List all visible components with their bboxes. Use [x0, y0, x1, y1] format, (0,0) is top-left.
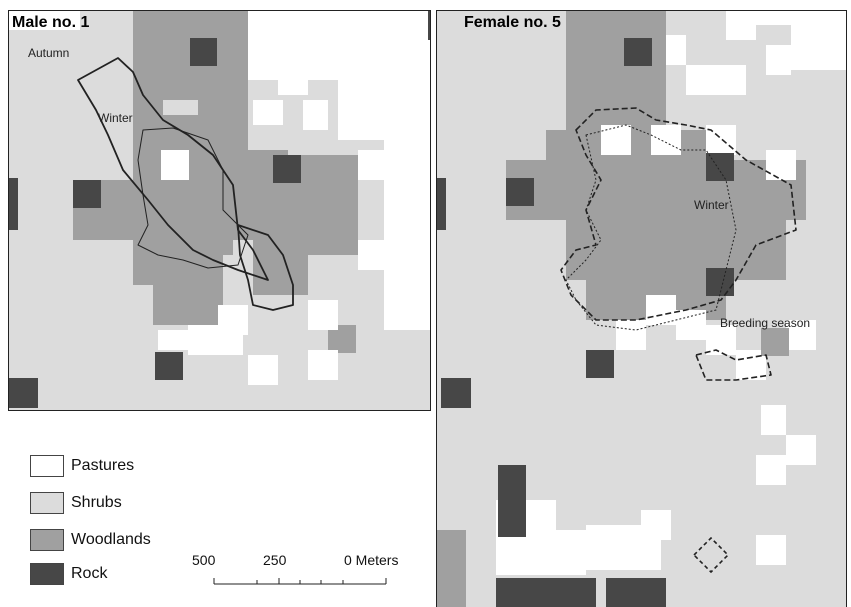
rock-cell: [273, 155, 301, 183]
pastures-cell: [218, 305, 248, 335]
label-breeding-season: Breeding season: [720, 316, 811, 330]
legend-label: Woodlands: [71, 531, 151, 548]
pastures-cell: [158, 330, 188, 350]
pastures-cell: [384, 180, 431, 330]
scale-tick-label: 0 Meters: [344, 552, 399, 568]
woodlands-cell: [308, 240, 358, 255]
woodlands-cell: [198, 70, 248, 100]
woodlands-cell: [133, 255, 223, 285]
legend-swatch-woodlands: [30, 529, 64, 551]
home-range-secondary: [237, 224, 294, 311]
pastures-cell: [756, 535, 786, 565]
scale-tick-label: 250: [263, 552, 287, 568]
map-canvas-male-1: [8, 10, 431, 408]
pastures-cell: [303, 100, 328, 130]
woodlands-cell: [436, 530, 466, 607]
pastures-cell: [253, 100, 283, 125]
pastures-cell: [248, 45, 278, 70]
pastures-cell: [358, 240, 388, 270]
rock-cell: [428, 10, 431, 40]
legend-swatch-shrubs: [30, 492, 64, 514]
map-panel-male-1: Male no. 1 Autumn Winter: [8, 10, 431, 411]
pastures-cell: [786, 435, 816, 465]
woodlands-cell: [761, 328, 789, 356]
pastures-cell: [646, 295, 676, 325]
pastures-cell: [766, 45, 791, 75]
pastures-cell: [496, 530, 586, 575]
pastures-cell: [358, 150, 388, 180]
rock-cell: [190, 38, 217, 66]
pastures-cell: [616, 320, 646, 350]
pastures-cell: [278, 70, 308, 95]
pastures-cell: [308, 350, 338, 380]
rock-cell: [706, 153, 734, 181]
label-winter-male: Winter: [98, 111, 133, 125]
pastures-cell: [641, 510, 671, 540]
legend-label: Rock: [71, 565, 108, 582]
rock-cell: [706, 268, 734, 296]
home-range-small-patch: [693, 537, 729, 573]
label-autumn: Autumn: [28, 46, 70, 60]
home-range-autumn: [77, 57, 269, 281]
rock-cell: [441, 378, 471, 408]
rock-cell: [586, 350, 614, 378]
panel-title-female-5: Female no. 5: [464, 14, 561, 31]
rock-cell: [498, 465, 526, 537]
rock-cell: [606, 578, 666, 607]
woodlands-cell: [566, 220, 786, 280]
panel-title-male-1: Male no. 1: [12, 14, 90, 31]
pastures-cell: [601, 125, 631, 155]
woodlands-cell: [153, 285, 223, 325]
pastures-cell: [338, 80, 431, 140]
pastures-cell: [161, 150, 189, 180]
home-range-breeding-south: [695, 349, 772, 381]
home-range-breeding: [560, 107, 797, 321]
label-winter-female: Winter: [694, 198, 729, 212]
pastures-cell: [248, 10, 431, 80]
legend-label: Shrubs: [71, 494, 122, 511]
pastures-cell: [308, 300, 338, 330]
home-range-winter-female: [565, 124, 737, 331]
woodlands-cell: [133, 205, 233, 255]
rock-cell: [8, 378, 38, 408]
legend-swatch-pastures: [30, 455, 64, 477]
rock-cell: [8, 178, 18, 230]
home-range-winter-male: [137, 127, 249, 269]
pastures-cell: [726, 10, 756, 40]
pastures-cell: [248, 355, 278, 385]
map-panel-female-5: Female no. 5 Winter Breeding season: [436, 10, 847, 607]
scale-bar: 500 250 0 Meters: [190, 552, 420, 592]
pastures-cell: [756, 455, 786, 485]
pastures-cell: [8, 10, 80, 30]
pastures-cell: [384, 140, 431, 180]
pastures-cell: [651, 125, 681, 155]
pastures-cell: [706, 325, 736, 355]
pastures-cell: [761, 405, 786, 435]
map-canvas-female-5: [436, 10, 847, 607]
legend-swatch-rock: [30, 563, 64, 585]
legend-label: Pastures: [71, 457, 135, 474]
scale-bar-line: [213, 578, 387, 585]
rock-cell: [624, 38, 652, 66]
rock-cell: [73, 180, 101, 208]
woodlands-cell: [233, 185, 308, 240]
woodlands-cell: [506, 160, 806, 220]
rock-cell: [155, 352, 183, 380]
scale-tick-label: 500: [192, 552, 216, 568]
pastures-cell: [766, 150, 796, 180]
rock-cell: [496, 578, 596, 607]
pastures-cell: [686, 65, 746, 95]
woodlands-cell: [566, 10, 666, 130]
pastures-cell: [676, 310, 706, 340]
pastures-cell: [786, 320, 816, 350]
rock-cell: [506, 178, 534, 206]
pastures-cell: [791, 10, 847, 70]
rock-cell: [436, 178, 446, 230]
